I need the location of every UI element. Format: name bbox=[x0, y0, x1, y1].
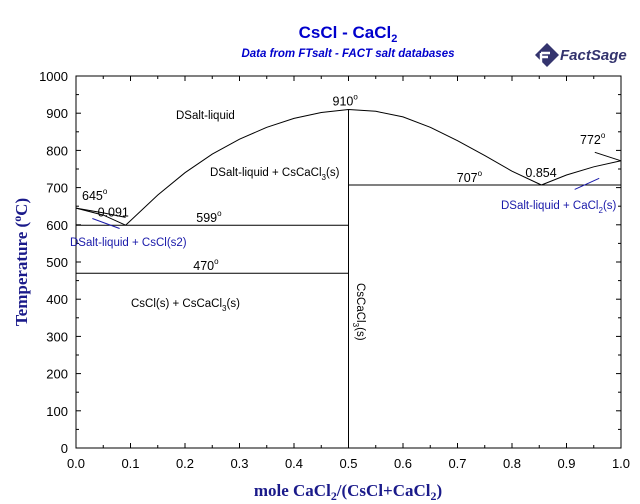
y-tick-label: 400 bbox=[46, 292, 68, 307]
y-tick-label: 0 bbox=[61, 441, 68, 456]
y-tick-label: 100 bbox=[46, 404, 68, 419]
region-label-liquid-cacl2: DSalt-liquid + CaCl2​(s) bbox=[501, 200, 617, 215]
phase-line-liquidus-cscacl3 bbox=[125, 108, 542, 226]
chart-subtitle: Data from FTsalt - FACT salt databases bbox=[241, 48, 454, 60]
chart-title: CsCl - CaCl2 bbox=[299, 23, 398, 45]
phase-line-liquidus-cscl-2 bbox=[75, 207, 126, 226]
y-tick-label: 300 bbox=[46, 329, 68, 344]
degree-symbol: o bbox=[353, 92, 358, 101]
region-label-liquid-cscl: DSalt-liquid + CsCl(s2) bbox=[70, 237, 187, 249]
y-tick-label: 600 bbox=[46, 218, 68, 233]
chart-title-subscript: 2 bbox=[391, 33, 397, 45]
x-tick-label: 0.7 bbox=[448, 456, 466, 471]
y-tick-label: 800 bbox=[46, 143, 68, 158]
degree-symbol: o bbox=[601, 131, 606, 140]
x-tick-label: 0.9 bbox=[557, 456, 575, 471]
annotation-c0854: 0.854 bbox=[525, 166, 556, 180]
region-label-cscl-cscacl3: CsCl(s) + CsCaCl3​(s) bbox=[131, 298, 240, 313]
axis-ticks bbox=[75, 75, 622, 449]
axis-tick-labels: 0.0 0.1 0.2 0.3 0.4 0.5 0.6 0.7 0.8 0.9 1.0 0 100 200… bbox=[39, 69, 630, 471]
factsage-logo: FactSage bbox=[535, 43, 627, 67]
factsage-logo-mark-icon bbox=[535, 43, 559, 67]
degree-symbol: o bbox=[214, 257, 219, 266]
x-tick-label: 0.6 bbox=[394, 456, 412, 471]
annotation-t910: 910o bbox=[333, 92, 359, 108]
phase-boundary-lines bbox=[75, 108, 622, 448]
phase-line-liquidus-cacl2 bbox=[541, 160, 622, 186]
compound-label-cscacl3: CsCaCl3​(s) bbox=[351, 283, 366, 341]
x-tick-label: 0.4 bbox=[285, 456, 303, 471]
x-tick-label: 0.3 bbox=[230, 456, 248, 471]
y-tick-label: 500 bbox=[46, 255, 68, 270]
x-tick-label: 0.1 bbox=[121, 456, 139, 471]
degree-symbol: o bbox=[217, 209, 222, 218]
phase-line-liquidus-cscl-1 bbox=[75, 207, 126, 218]
y-tick-label: 700 bbox=[46, 181, 68, 196]
label-leader-lines bbox=[92, 177, 600, 229]
x-tick-label: 0.5 bbox=[339, 456, 357, 471]
annotation-t470: 470o bbox=[193, 257, 219, 273]
degree-symbol: o bbox=[103, 187, 108, 196]
phase-line-liquidus-cacl2-upper bbox=[594, 151, 622, 162]
y-axis-label: Temperature (o​C) bbox=[10, 198, 31, 326]
y-tick-label: 900 bbox=[46, 106, 68, 121]
degree-symbol: o bbox=[478, 169, 483, 178]
factsage-logo-text: FactSage bbox=[560, 47, 627, 64]
annotation-t707: 707o bbox=[457, 169, 483, 185]
region-label-liquid: DSalt-liquid bbox=[176, 110, 235, 122]
leader-line-cacl2 bbox=[574, 177, 600, 190]
temperature-annotations: 910o 645o 599o 470o 707o 772o 0.091 0.854 bbox=[82, 92, 606, 273]
x-tick-label: 0.8 bbox=[503, 456, 521, 471]
x-tick-label: 1.0 bbox=[612, 456, 630, 471]
leader-line-cscl bbox=[92, 218, 120, 229]
y-tick-label: 200 bbox=[46, 367, 68, 382]
annotation-t645: 645o bbox=[82, 187, 108, 203]
x-axis-label: mole CaCl2​/(CsCl+CaCl2​) bbox=[254, 481, 442, 503]
x-tick-label: 0.0 bbox=[67, 456, 85, 471]
chart-title-main: CsCl - CaCl bbox=[299, 23, 392, 42]
annotation-t772: 772o bbox=[580, 131, 606, 147]
annotation-t599: 599o bbox=[196, 209, 222, 225]
x-tick-label: 0.2 bbox=[176, 456, 194, 471]
annotation-c0091: 0.091 bbox=[98, 205, 129, 219]
region-label-liquid-cscacl3: DSalt-liquid + CsCaCl3​(s) bbox=[210, 167, 340, 182]
y-tick-label: 1000 bbox=[39, 69, 68, 84]
